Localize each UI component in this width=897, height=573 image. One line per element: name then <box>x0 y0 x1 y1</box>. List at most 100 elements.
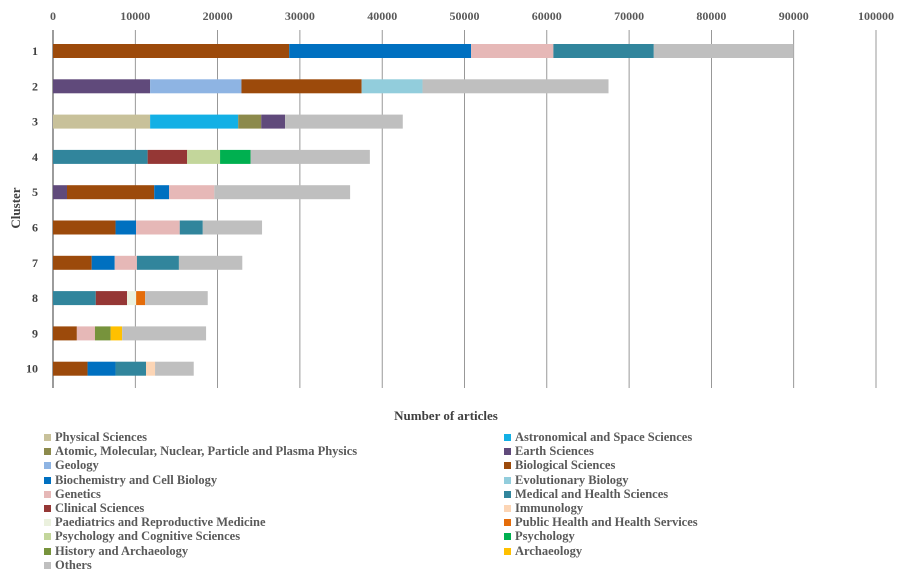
legend-item: Immunology <box>504 501 583 516</box>
legend-item: Atomic, Molecular, Nuclear, Particle and… <box>44 444 357 459</box>
bar-segment <box>76 326 95 341</box>
bar-segment <box>53 220 116 235</box>
legend-label: Atomic, Molecular, Nuclear, Particle and… <box>55 444 358 459</box>
legend-swatch <box>504 547 511 555</box>
legend-swatch <box>504 434 511 441</box>
x-tick-label: 80000 <box>696 9 726 23</box>
bar-segment <box>187 149 221 164</box>
bar-segment <box>53 185 67 200</box>
legend-item: Genetics <box>44 487 101 502</box>
bar-segment <box>87 361 116 376</box>
legend-label: Psychology <box>515 529 575 544</box>
y-category-label: 8 <box>32 291 38 305</box>
bar-segment <box>169 185 215 200</box>
legend-swatch <box>504 448 511 456</box>
bar-segment <box>241 79 362 94</box>
legend-item: Earth Sciences <box>504 444 594 459</box>
stacked-bar-chart: 0 10000 20000 30000 40000 50000 60000 70000 8000… <box>8 9 894 423</box>
legend-label: Physical Sciences <box>55 430 148 444</box>
legend-swatch <box>44 505 51 512</box>
bar-segment <box>145 361 156 376</box>
x-tick-labels: 0 10000 20000 30000 40000 50000 60000 70000 8000… <box>50 9 894 23</box>
legend-label: Public Health and Health Services <box>515 515 698 530</box>
bar-segment <box>653 44 794 58</box>
legend-item: History and Archaeology <box>44 544 188 559</box>
y-category-label: 4 <box>32 150 38 164</box>
y-category-label: 10 <box>26 362 38 376</box>
legend-label: Clinical Sciences <box>55 501 145 515</box>
legend-swatch <box>44 462 51 470</box>
legend-swatch <box>504 462 511 470</box>
legend-label: Immunology <box>515 501 584 515</box>
bar-segment <box>553 44 654 58</box>
bar-segment <box>179 220 203 235</box>
bar-segment <box>122 326 207 341</box>
y-category-label: 7 <box>32 256 38 270</box>
legend-item: Others <box>44 558 92 573</box>
legend-item: Paediatrics and Reproductive Medicine <box>44 515 266 530</box>
bar-segment <box>471 44 554 58</box>
y-category-label: 3 <box>32 115 38 129</box>
bar-segment <box>136 255 179 270</box>
legend-swatch <box>504 505 511 512</box>
x-tick-label: 40000 <box>367 9 397 23</box>
legend-item: Biological Sciences <box>504 458 615 473</box>
legend-swatch <box>504 476 511 484</box>
legend-label: Archaeology <box>515 543 583 558</box>
legend-item: Psychology and Cognitive Sciences <box>44 529 240 544</box>
legend-item: Astronomical and Space Sciences <box>504 430 692 445</box>
bar-segment <box>422 79 609 94</box>
legend-swatch <box>44 533 51 541</box>
legend-item: Evolutionary Biology <box>504 473 629 488</box>
y-axis-title: Cluster <box>8 187 23 228</box>
legend-swatch <box>44 547 51 555</box>
y-category-label: 5 <box>32 185 38 199</box>
x-tick-label: 70000 <box>614 9 644 23</box>
bar-segment <box>115 220 137 235</box>
bar-segment <box>53 361 88 376</box>
bar-segment <box>261 114 286 129</box>
bars <box>53 44 794 376</box>
legend-label: Genetics <box>55 486 101 501</box>
bar-segment <box>238 114 262 129</box>
legend-label: Psychology and Cognitive Sciences <box>55 529 241 544</box>
legend-swatch <box>504 519 511 527</box>
legend-item: Biochemistry and Cell Biology <box>44 473 217 488</box>
legend-swatch <box>504 490 511 498</box>
bar-segment <box>150 114 239 129</box>
bar-segment <box>94 326 111 341</box>
x-tick-label: 100000 <box>858 9 894 23</box>
x-tick-label: 30000 <box>285 9 315 23</box>
legend-item: Public Health and Health Services <box>504 515 698 530</box>
legend-label: Biochemistry and Cell Biology <box>55 472 218 487</box>
legend-item: Medical and Health Sciences <box>504 487 668 502</box>
bar-segment <box>53 114 151 129</box>
bar-segment <box>250 149 370 164</box>
y-category-label: 6 <box>32 221 38 235</box>
bar-segment <box>220 149 251 164</box>
bar-segment <box>95 291 128 306</box>
bar-segment <box>127 291 137 306</box>
bar-segment <box>155 361 194 376</box>
legend-label: Astronomical and Space Sciences <box>515 430 693 444</box>
legend-item: Physical Sciences <box>44 430 147 445</box>
y-category-label: 9 <box>32 326 38 340</box>
bar-segment <box>53 79 151 94</box>
bar-segment <box>91 255 115 270</box>
bar-segment <box>114 255 137 270</box>
y-category-label: 2 <box>32 79 38 93</box>
bar-segment <box>285 114 403 129</box>
legend-swatch <box>44 434 51 441</box>
bar-segment <box>202 220 263 235</box>
legend-label: Others <box>55 557 92 572</box>
bar-segment <box>154 185 170 200</box>
bar-segment <box>110 326 123 341</box>
bar-segment <box>115 361 146 376</box>
y-category-labels: 1 2 3 4 5 6 7 8 9 10 <box>26 44 38 376</box>
legend-item: Clinical Sciences <box>44 501 144 516</box>
legend-swatch <box>44 490 51 498</box>
bar-segment <box>147 149 188 164</box>
legend-item: Psychology <box>504 529 575 544</box>
legend-swatch <box>44 476 51 484</box>
y-category-label: 1 <box>32 44 38 58</box>
